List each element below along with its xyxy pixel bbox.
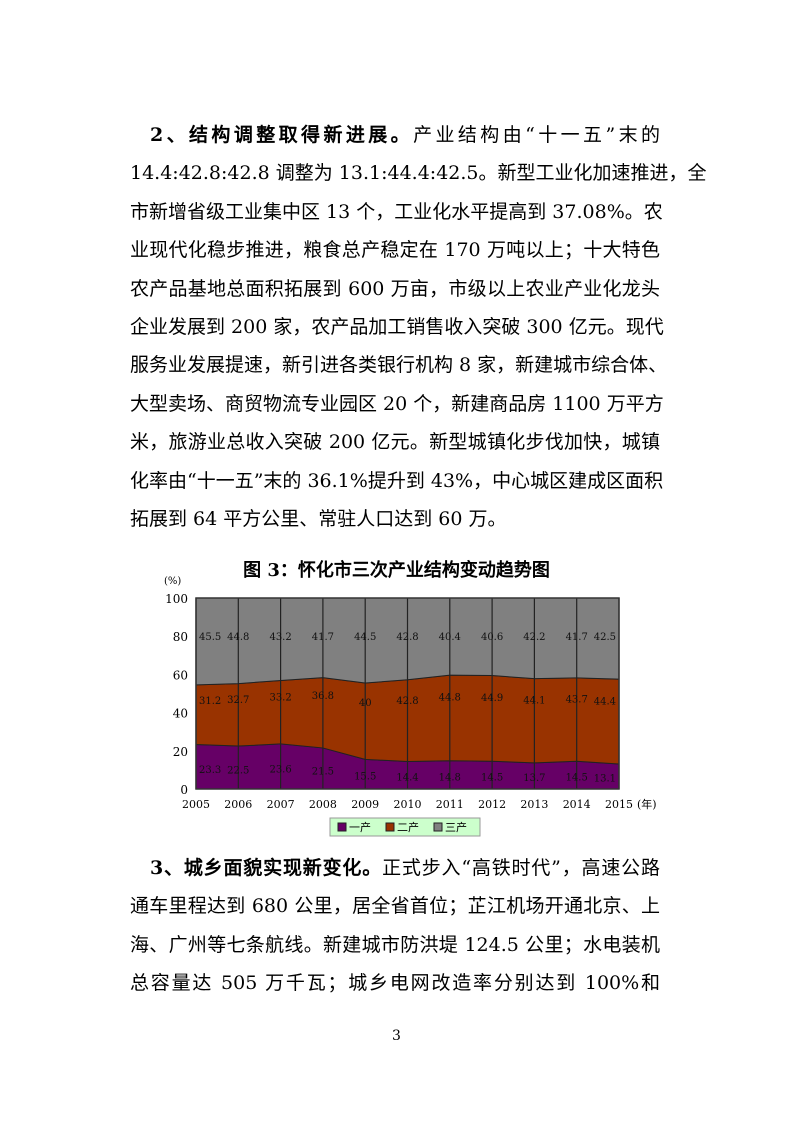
figure-caption: 图 3：怀化市三次产业结构变动趋势图 [243, 560, 550, 581]
data-label: 22.5 [227, 766, 249, 777]
data-label: 44.9 [481, 693, 503, 704]
data-label: 23.6 [269, 765, 291, 776]
data-label: 13.7 [523, 773, 545, 784]
section2-line: 米，旅游业总收入突破 200 亿元。新型城镇化步伐加快，城镇 [130, 431, 660, 453]
legend-swatch [337, 822, 347, 832]
section3-line: 总容量达 505 万千瓦；城乡电网改造率分别达到 100%和 [130, 972, 660, 994]
data-label: 44.5 [354, 632, 376, 643]
data-label: 32.7 [227, 695, 249, 706]
x-tick-label: 2010 [394, 798, 422, 811]
data-label: 42.5 [594, 632, 616, 643]
x-tick-label: 2015 [605, 798, 633, 811]
section2-heading: 2、结构调整取得新进展。 [150, 124, 414, 146]
data-label: 43.7 [566, 695, 588, 706]
data-label: 44.1 [523, 696, 545, 707]
legend-label: 二产 [397, 820, 419, 834]
plot-border [195, 597, 620, 790]
section2-line: 化率由“十一五”末的 36.1%提升到 43%，中心城区建成区面积 [130, 470, 664, 492]
data-label: 42.8 [396, 632, 418, 643]
x-tick-label: 2006 [224, 798, 252, 811]
x-tick-label: 2014 [563, 798, 591, 811]
x-tick-label: 2007 [267, 798, 295, 811]
data-label: 43.2 [269, 632, 291, 643]
x-axis-unit: (年) [637, 797, 657, 811]
data-label: 42.2 [523, 632, 545, 643]
data-label: 21.5 [312, 767, 334, 778]
y-tick-label: 20 [173, 745, 188, 759]
data-label: 44.8 [439, 693, 461, 704]
section2-line: 大型卖场、商贸物流专业园区 20 个，新建商品房 1100 万平方 [130, 393, 664, 415]
data-label: 31.2 [199, 696, 221, 707]
x-tick-label: 2013 [520, 798, 548, 811]
y-tick-label: 60 [173, 668, 188, 682]
data-label: 44.4 [594, 696, 616, 707]
page-number: 3 [392, 1028, 401, 1044]
x-tick-label: 2008 [309, 798, 337, 811]
data-label: 36.8 [312, 691, 334, 702]
data-label: 23.3 [199, 765, 221, 776]
data-label: 40.4 [439, 632, 461, 643]
data-label: 14.8 [439, 772, 461, 783]
y-tick-label: 80 [173, 630, 188, 644]
data-label: 33.2 [269, 692, 291, 703]
section2-line: 业现代化稳步推进，粮食总产稳定在 170 万吨以上；十大特色 [130, 239, 660, 261]
y-tick-label: 0 [180, 783, 188, 797]
data-label: 15.5 [354, 772, 376, 783]
data-label: 44.8 [227, 632, 249, 643]
y-axis-unit: (%) [164, 576, 181, 587]
x-tick-label: 2012 [478, 798, 506, 811]
section2-line: 2、结构调整取得新进展。产业结构由“十一五”末的 [150, 124, 660, 146]
industry-structure-chart: 2005 2006 2007 2008 2009 2010 2011 2012 2013 2014… [164, 576, 657, 837]
section3-line: 海、广州等七条航线。新建城市防洪堤 124.5 公里；水电装机 [130, 934, 660, 956]
legend-label: 一产 [349, 820, 371, 834]
section3-heading: 3、城乡面貌实现新变化。 [150, 857, 383, 879]
x-tick-label: 2005 [182, 798, 210, 811]
data-label: 14.4 [396, 773, 418, 784]
section2-line: 14.4:42.8:42.8 调整为 13.1:44.4:42.5。新型工业化加… [130, 162, 707, 184]
data-label: 14.5 [566, 773, 588, 784]
section2-line: 企业发展到 200 家，农产品加工销售收入突破 300 亿元。现代 [130, 316, 664, 338]
y-tick-label: 100 [165, 592, 188, 606]
data-label: 13.1 [594, 774, 616, 785]
x-tick-label: 2011 [436, 798, 464, 811]
legend-swatch [385, 822, 395, 832]
section2-line: 市新增省级工业集中区 13 个，工业化水平提高到 37.08%。农 [130, 201, 663, 223]
section2-line: 农产品基地总面积拓展到 600 万亩，市级以上农业产业化龙头 [130, 278, 660, 300]
section2-line: 服务业发展提速，新引进各类银行机构 8 家，新建城市综合体、 [130, 354, 668, 376]
legend-swatch [433, 822, 443, 832]
data-label: 41.7 [312, 632, 334, 643]
legend-label: 三产 [445, 820, 467, 834]
section3-line: 3、城乡面貌实现新变化。正式步入“高铁时代”，高速公路 [150, 857, 660, 879]
x-tick-label: 2009 [351, 798, 379, 811]
data-label: 45.5 [199, 632, 221, 643]
section2-line: 拓展到 64 平方公里、常驻人口达到 60 万。 [130, 508, 507, 530]
section3-line: 通车里程达到 680 公里，居全省首位；芷江机场开通北京、上 [130, 895, 660, 917]
data-label: 42.8 [396, 696, 418, 707]
data-label: 40.6 [481, 632, 503, 643]
data-label: 41.7 [566, 632, 588, 643]
data-label: 14.5 [481, 773, 503, 784]
data-label: 40 [359, 698, 372, 709]
y-tick-label: 40 [173, 707, 188, 721]
